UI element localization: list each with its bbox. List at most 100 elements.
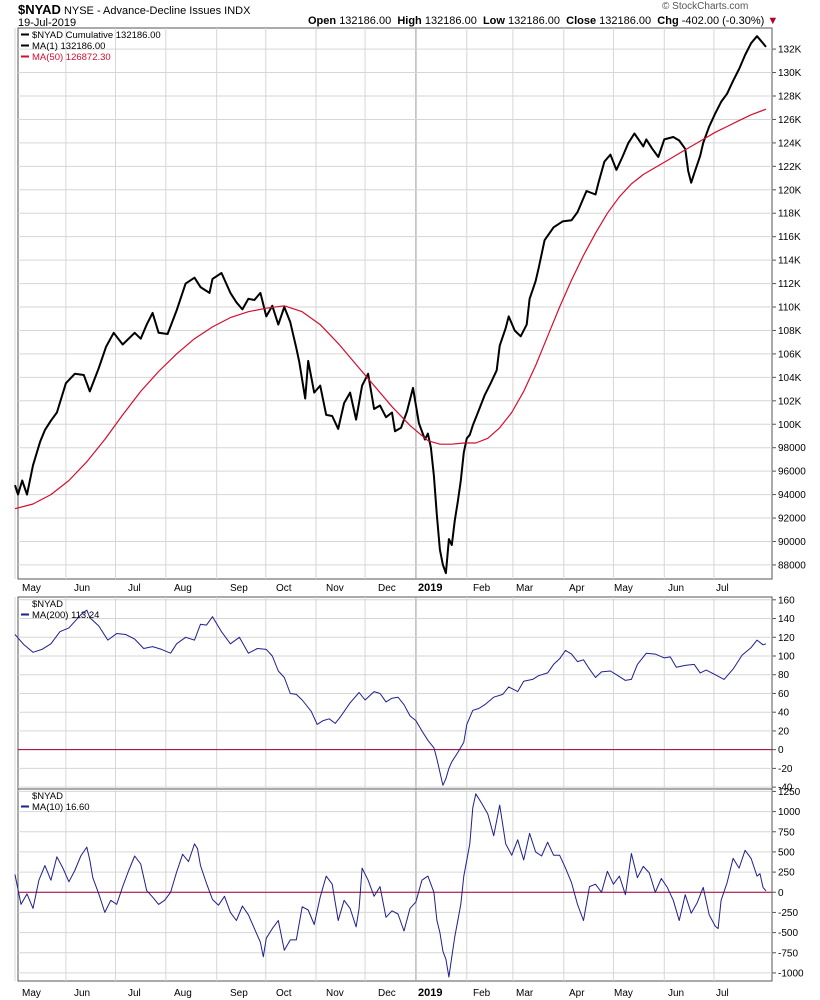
- close-value: 132186.00: [599, 15, 652, 27]
- x-tick-label: Mar: [516, 988, 534, 999]
- y-tick-label: 40: [778, 708, 790, 719]
- y-tick-label: 100: [778, 652, 795, 663]
- y-tick-label: 20: [778, 726, 790, 737]
- y-tick-label: 88000: [778, 560, 806, 571]
- y-tick-label: 106K: [778, 349, 802, 360]
- y-tick-label: 124K: [778, 138, 802, 149]
- y-tick-label: 98000: [778, 443, 806, 454]
- x-tick-label: Nov: [326, 988, 344, 999]
- chg-label: Chg: [657, 15, 679, 27]
- x-tick-label: Nov: [326, 583, 344, 594]
- y-tick-label: 60: [778, 689, 790, 700]
- y-tick-label: 120: [778, 633, 795, 644]
- y-tick-label: 116K: [778, 232, 801, 243]
- legend-entry: $NYAD Cumulative 132186.00: [32, 30, 161, 41]
- x-tick-label: May: [22, 988, 41, 999]
- header-date: 19-Jul-2019: [18, 17, 77, 29]
- series-line-main-1: [14, 108, 767, 510]
- panel-frame-main: [17, 27, 773, 580]
- x-tick-label: May: [22, 583, 41, 594]
- low-label: Low: [482, 15, 505, 27]
- y-tick-label: 104K: [778, 373, 802, 384]
- symbol: $NYAD: [18, 2, 61, 17]
- x-tick-label: Jul: [716, 583, 729, 594]
- chg-value: -402.00 (-0.30%): [681, 15, 765, 27]
- y-tick-label: 110K: [778, 303, 801, 314]
- y-tick-label: -40: [778, 783, 793, 794]
- x-tick-label: May: [614, 583, 633, 594]
- legend-entry: $NYAD: [32, 791, 63, 802]
- x-tick-label: Dec: [378, 988, 396, 999]
- y-tick-label: 112K: [778, 279, 801, 290]
- x-tick-label: Jun: [74, 583, 90, 594]
- x-tick-label: Aug: [174, 988, 192, 999]
- y-tick-label: -1000: [778, 968, 804, 979]
- exchange-label: INDX: [224, 5, 251, 17]
- y-tick-label: 80: [778, 670, 790, 681]
- y-tick-label: 160: [778, 595, 795, 606]
- x-tick-label: Mar: [516, 583, 534, 594]
- x-tick-label: Dec: [378, 583, 396, 594]
- high-label: High: [397, 15, 422, 27]
- y-tick-label: 92000: [778, 514, 806, 525]
- legend-entry: MA(10) 16.60: [32, 802, 90, 813]
- x-tick-label: Jul: [716, 988, 729, 999]
- x-tick-label: Jun: [668, 583, 684, 594]
- y-tick-label: 120K: [778, 185, 802, 196]
- legend-entry: MA(200) 113.24: [32, 610, 99, 621]
- x-tick-label: Jul: [128, 988, 141, 999]
- y-tick-label: 126K: [778, 115, 802, 126]
- y-tick-label: 100K: [778, 420, 802, 431]
- header-title-line: $NYAD NYSE - Advance-Decline Issues INDX: [18, 2, 250, 17]
- open-value: 132186.00: [339, 15, 392, 27]
- y-tick-label: 0: [778, 745, 784, 756]
- series-line-ma200-0: [14, 609, 767, 786]
- high-value: 132186.00: [424, 15, 477, 27]
- y-tick-label: 94000: [778, 490, 806, 501]
- stockcharts-watermark[interactable]: © StockCharts.com: [662, 1, 749, 12]
- y-tick-label: 250: [778, 868, 795, 879]
- legend-entry: $NYAD: [32, 599, 63, 610]
- y-tick-label: 132K: [778, 45, 802, 56]
- y-tick-label: -750: [778, 948, 798, 959]
- y-tick-label: 114K: [778, 256, 801, 267]
- y-tick-label: 108K: [778, 326, 802, 337]
- y-tick-label: 130K: [778, 68, 802, 79]
- open-label: Open: [308, 15, 337, 27]
- x-tick-label: Feb: [473, 583, 491, 594]
- x-tick-label: 2019: [418, 987, 442, 999]
- close-label: Close: [566, 15, 597, 27]
- x-tick-label: Sep: [230, 583, 248, 594]
- low-value: 132186.00: [508, 15, 561, 27]
- x-tick-label: Apr: [569, 988, 585, 999]
- x-tick-label: Feb: [473, 988, 491, 999]
- x-tick-label: Jul: [128, 583, 141, 594]
- y-tick-label: 1000: [778, 807, 801, 818]
- x-tick-label: Jun: [668, 988, 684, 999]
- down-arrow-icon: ▼: [767, 15, 779, 27]
- y-tick-label: 102K: [778, 396, 802, 407]
- x-tick-label: Apr: [569, 583, 585, 594]
- symbol-description: NYSE - Advance-Decline Issues: [63, 5, 222, 17]
- series-line-ma10-0: [14, 793, 767, 978]
- legend-entry: MA(50) 126872.30: [32, 52, 111, 63]
- y-tick-label: 118K: [778, 209, 801, 220]
- y-tick-label: 96000: [778, 467, 806, 478]
- legend-entry: MA(1) 132186.00: [32, 41, 105, 52]
- y-tick-label: 140: [778, 614, 795, 625]
- y-tick-label: 0: [778, 888, 784, 899]
- x-tick-label: Oct: [276, 583, 292, 594]
- y-tick-label: -250: [778, 908, 798, 919]
- y-tick-label: 750: [778, 827, 795, 838]
- x-tick-label: May: [614, 988, 633, 999]
- ohlc-bar: Open 132186.00 High 132186.00 Low 132186…: [308, 15, 778, 27]
- x-tick-label: Oct: [276, 988, 292, 999]
- y-tick-label: -20: [778, 764, 793, 775]
- x-tick-label: Aug: [174, 583, 192, 594]
- y-tick-label: 90000: [778, 537, 806, 548]
- x-tick-label: Sep: [230, 988, 248, 999]
- y-tick-label: -500: [778, 928, 798, 939]
- series-line-main-0: [14, 35, 767, 575]
- y-tick-label: 128K: [778, 91, 802, 102]
